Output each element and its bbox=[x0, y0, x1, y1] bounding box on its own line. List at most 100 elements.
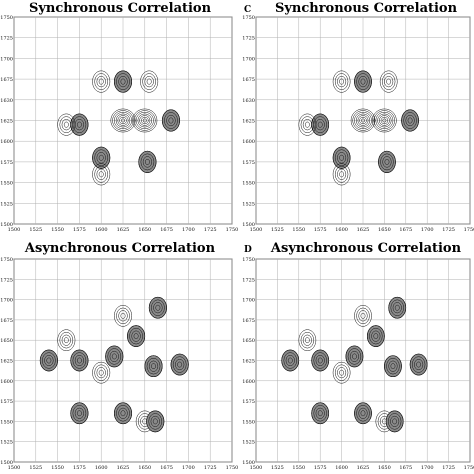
y-tick-label: 1625 bbox=[242, 359, 255, 365]
y-tick-label: 1575 bbox=[0, 399, 13, 405]
y-tick-label: 1750 bbox=[0, 15, 13, 21]
negative-peak bbox=[281, 349, 300, 372]
negative-peak bbox=[70, 113, 89, 136]
negative-peak bbox=[113, 402, 133, 425]
plot-marks bbox=[298, 70, 419, 186]
y-tick-label: 1725 bbox=[242, 36, 255, 42]
y-tick-label: 1500 bbox=[242, 222, 255, 228]
x-tick-label: 1625 bbox=[357, 227, 370, 233]
x-tick-label: 1575 bbox=[73, 227, 86, 233]
negative-peak bbox=[311, 349, 330, 372]
y-tick-label: 1525 bbox=[242, 440, 255, 446]
panel-title: Asynchronous Correlation bbox=[270, 241, 462, 256]
x-tick-label: 1625 bbox=[357, 465, 370, 471]
y-tick-label: 1600 bbox=[0, 139, 13, 145]
y-tick-label: 1725 bbox=[0, 277, 13, 283]
negative-peak bbox=[170, 353, 189, 376]
y-tick-label: 1550 bbox=[0, 181, 13, 187]
positive-peak bbox=[57, 113, 76, 136]
negative-peak bbox=[144, 355, 163, 378]
y-tick-label: 1750 bbox=[242, 257, 255, 263]
x-tick-label: 1700 bbox=[182, 227, 195, 233]
y-tick-label: 1625 bbox=[242, 119, 255, 125]
y-tick-label: 1550 bbox=[0, 419, 13, 425]
positive-peak bbox=[57, 329, 76, 352]
x-tick-label: 1575 bbox=[73, 465, 86, 471]
x-tick-label: 1550 bbox=[51, 465, 64, 471]
panel-synchronous-2: Synchronous Correlation C 15001525155015… bbox=[242, 1, 474, 233]
negative-peak bbox=[70, 402, 89, 425]
negative-peak bbox=[332, 146, 351, 169]
x-tick-label: 1500 bbox=[250, 465, 263, 471]
x-tick-label: 1600 bbox=[95, 227, 108, 233]
x-tick-label: 1650 bbox=[378, 465, 391, 471]
positive-peak bbox=[92, 70, 111, 93]
positive-peak bbox=[110, 108, 136, 133]
positive-peak bbox=[92, 361, 111, 384]
x-tick-label: 1625 bbox=[117, 227, 130, 233]
x-tick-label: 1750 bbox=[226, 465, 239, 471]
y-tick-label: 1550 bbox=[242, 181, 255, 187]
y-tick-label: 1750 bbox=[0, 257, 13, 263]
negative-peak bbox=[388, 296, 407, 319]
panel-title: Synchronous Correlation bbox=[29, 1, 212, 16]
negative-peak bbox=[345, 345, 364, 368]
x-tick-label: 1575 bbox=[314, 465, 327, 471]
y-tick-label: 1600 bbox=[242, 379, 255, 385]
x-tick-labels: 1500 1525 1550 1575 1600 1625 1650 1675 1700 1725… bbox=[250, 227, 474, 233]
x-tick-label: 1550 bbox=[292, 227, 305, 233]
x-tick-labels: 1500 1525 1550 1575 1600 1625 1650 1675 1700 1725… bbox=[8, 465, 239, 471]
negative-peak bbox=[105, 345, 124, 368]
y-tick-label: 1575 bbox=[242, 399, 255, 405]
positive-peak bbox=[332, 163, 351, 186]
y-tick-label: 1630 bbox=[242, 98, 255, 104]
positive-peak bbox=[92, 163, 111, 186]
y-tick-label: 1630 bbox=[0, 98, 13, 104]
panel-label: D bbox=[244, 245, 252, 255]
x-tick-label: 1675 bbox=[399, 465, 412, 471]
y-tick-label: 1525 bbox=[0, 201, 13, 207]
negative-peak bbox=[354, 70, 372, 93]
x-tick-label: 1500 bbox=[8, 465, 21, 471]
x-tick-label: 1675 bbox=[399, 227, 412, 233]
y-tick-label: 1700 bbox=[0, 56, 13, 62]
y-tick-label: 1650 bbox=[242, 338, 255, 344]
x-tick-label: 1600 bbox=[335, 227, 348, 233]
negative-peak bbox=[311, 402, 330, 425]
x-tick-label: 1525 bbox=[29, 465, 42, 471]
positive-peak bbox=[379, 70, 398, 93]
y-tick-label: 1675 bbox=[242, 77, 255, 83]
x-tick-label: 1750 bbox=[464, 227, 474, 233]
x-tick-label: 1575 bbox=[314, 227, 327, 233]
panel-asynchronous-2: Asynchronous Correlation D 1500152515501… bbox=[242, 241, 474, 471]
plot-grid bbox=[255, 16, 471, 225]
y-tick-label: 1525 bbox=[0, 440, 13, 446]
x-tick-label: 1700 bbox=[421, 465, 434, 471]
panel-asynchronous-1: Asynchronous Correlation 1500 1525 1550 157… bbox=[0, 241, 238, 471]
y-tick-label: 1725 bbox=[0, 36, 13, 42]
negative-peak bbox=[146, 410, 165, 433]
y-tick-label: 1700 bbox=[242, 298, 255, 304]
x-tick-label: 1725 bbox=[204, 227, 217, 233]
x-tick-label: 1675 bbox=[160, 227, 173, 233]
negative-peak bbox=[366, 325, 385, 347]
negative-peak bbox=[70, 349, 89, 372]
panel-title: Asynchronous Correlation bbox=[24, 241, 216, 256]
x-tick-label: 1500 bbox=[8, 227, 21, 233]
y-tick-label: 1675 bbox=[242, 318, 255, 324]
x-tick-label: 1725 bbox=[442, 227, 455, 233]
positive-peak bbox=[332, 361, 351, 384]
x-tick-label: 1650 bbox=[378, 227, 391, 233]
x-tick-label: 1600 bbox=[95, 465, 108, 471]
negative-peak bbox=[384, 355, 402, 378]
x-tick-label: 1725 bbox=[442, 465, 455, 471]
negative-peak bbox=[148, 296, 167, 319]
x-tick-label: 1700 bbox=[182, 465, 195, 471]
x-tick-label: 1525 bbox=[271, 227, 284, 233]
x-tick-label: 1525 bbox=[29, 227, 42, 233]
y-tick-labels: 1500 1525 1550 1575 1600 1625 1650 1675 1700 1725… bbox=[242, 257, 255, 466]
y-tick-labels: 1500 1525 1550 1575 1600 1625 1630 1675 1700 1725… bbox=[0, 15, 13, 228]
negative-peak bbox=[385, 410, 404, 433]
y-tick-label: 1600 bbox=[0, 379, 13, 385]
